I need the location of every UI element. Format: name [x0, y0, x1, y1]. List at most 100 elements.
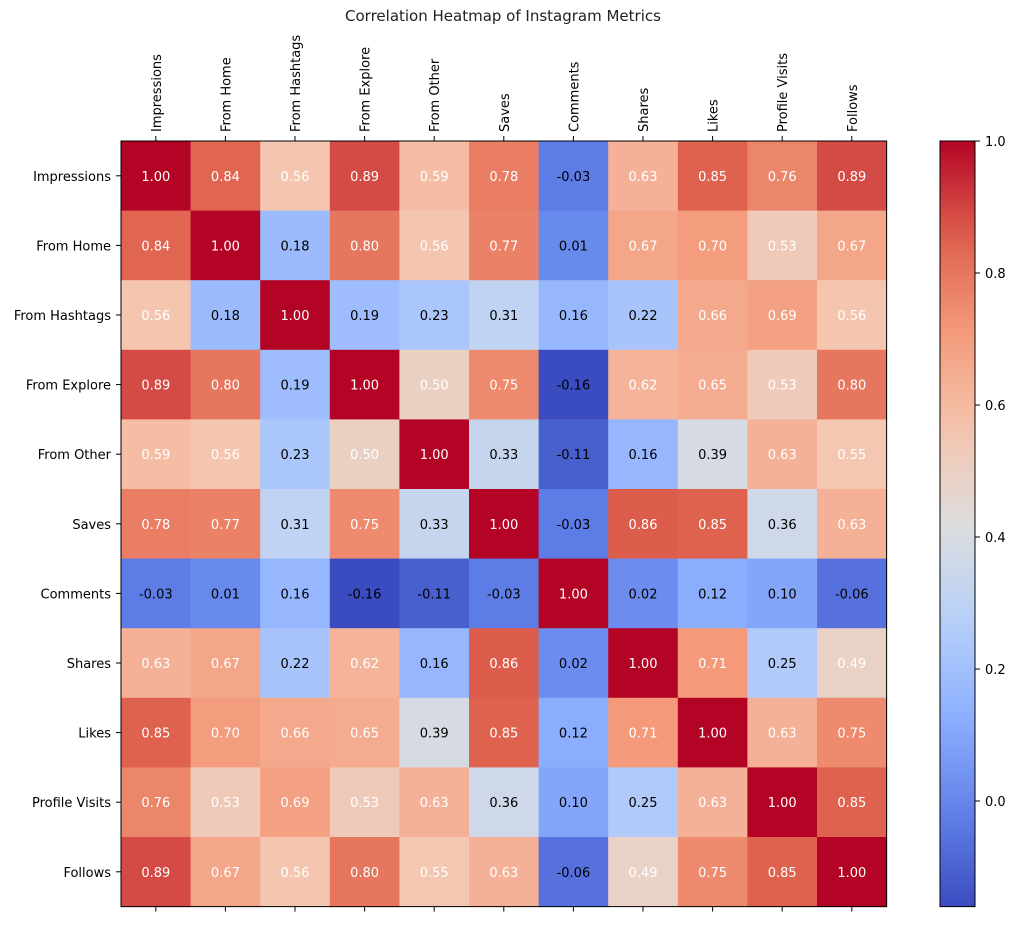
cell-value-label: -0.16: [348, 587, 382, 602]
cell-value-label: 0.01: [559, 239, 588, 254]
heatmap-cell: [817, 419, 888, 490]
heatmap-cell: [677, 280, 748, 351]
heatmap-cell: [608, 489, 679, 560]
heatmap-cell: [747, 767, 818, 838]
column-tick-label: Profile Visits: [776, 53, 791, 132]
cell-value-label: 1.00: [350, 379, 379, 394]
heatmap-cell: [608, 349, 679, 420]
cell-value-label: 0.66: [281, 727, 310, 742]
heatmap-cell: [747, 489, 818, 560]
column-tick-label: Follows: [846, 84, 861, 132]
cell-value-label: 0.85: [698, 518, 727, 533]
cell-value-label: 0.01: [211, 587, 240, 602]
heatmap-cell: [677, 419, 748, 490]
heatmap-cell: [121, 837, 192, 908]
heatmap-cell: [538, 349, 609, 420]
cell-value-label: -0.03: [487, 587, 521, 602]
heatmap-cell: [190, 210, 261, 281]
cell-value-label: 0.85: [837, 796, 866, 811]
cell-value-label: 0.39: [698, 448, 727, 463]
cell-value-label: 0.56: [141, 309, 170, 324]
heatmap-cell: [538, 280, 609, 351]
cell-value-label: 0.85: [768, 866, 797, 881]
heatmap-cells: [121, 141, 888, 908]
cell-value-label: -0.06: [835, 587, 869, 602]
heatmap-cell: [677, 767, 748, 838]
cell-value-label: 0.53: [211, 796, 240, 811]
cell-value-label: 0.12: [698, 587, 727, 602]
heatmap-cell: [747, 697, 818, 768]
cell-value-label: 0.49: [837, 657, 866, 672]
heatmap-cell: [190, 280, 261, 351]
cell-value-label: 0.89: [141, 379, 170, 394]
heatmap-cell: [329, 558, 400, 629]
heatmap-cell: [260, 558, 331, 629]
colorbar-tick-label: 0.4: [985, 531, 1006, 546]
heatmap-cell: [469, 767, 540, 838]
column-tick-label: From Other: [428, 58, 443, 132]
cell-value-label: 0.76: [141, 796, 170, 811]
heatmap-cell: [329, 349, 400, 420]
cell-value-label: 0.75: [837, 727, 866, 742]
heatmap-cell: [399, 141, 470, 212]
cell-value-label: 0.70: [211, 727, 240, 742]
row-tick-label: From Other: [38, 448, 112, 463]
cell-value-label: 0.62: [629, 379, 658, 394]
cell-value-label: 0.36: [768, 518, 797, 533]
cell-value-label: 0.56: [281, 170, 310, 185]
heatmap-cell: [747, 141, 818, 212]
heatmap-cell: [260, 280, 331, 351]
heatmap-cell: [121, 349, 192, 420]
cell-value-label: 0.12: [559, 727, 588, 742]
column-tick-label: Shares: [637, 87, 652, 132]
column-tick-label: Likes: [707, 99, 722, 132]
heatmap-cell: [190, 489, 261, 560]
cell-value-label: 0.77: [489, 239, 518, 254]
cell-value-label: -0.06: [557, 866, 591, 881]
heatmap-cell: [260, 628, 331, 699]
cell-value-label: 0.18: [211, 309, 240, 324]
heatmap-cell: [190, 767, 261, 838]
heatmap-cell: [399, 489, 470, 560]
heatmap-cell: [747, 349, 818, 420]
cell-value-label: -0.11: [417, 587, 451, 602]
heatmap-cell: [121, 697, 192, 768]
heatmap-cell: [260, 697, 331, 768]
cell-value-label: 0.33: [420, 518, 449, 533]
row-tick-label: Follows: [63, 866, 111, 881]
row-tick-label: Impressions: [33, 170, 111, 185]
heatmap-cell: [608, 558, 679, 629]
heatmap-cell: [260, 837, 331, 908]
colorbar-tick-label: 0.6: [985, 399, 1006, 414]
heatmap-cell: [677, 141, 748, 212]
cell-value-label: 0.63: [629, 170, 658, 185]
cell-value-label: 0.86: [629, 518, 658, 533]
cell-value-label: 0.16: [420, 657, 449, 672]
cell-value-label: 0.16: [629, 448, 658, 463]
heatmap-cell: [121, 558, 192, 629]
heatmap-cell: [469, 419, 540, 490]
cell-value-label: 0.67: [211, 866, 240, 881]
heatmap-cell: [608, 419, 679, 490]
colorbar-tick-label: 0.8: [985, 267, 1006, 282]
cell-value-label: 0.56: [420, 239, 449, 254]
heatmap-cell: [677, 349, 748, 420]
cell-value-label: 0.31: [281, 518, 310, 533]
cell-value-label: 0.63: [768, 448, 797, 463]
cell-value-label: 0.80: [350, 239, 379, 254]
heatmap-cell: [747, 558, 818, 629]
row-tick-label: From Explore: [26, 379, 111, 394]
cell-value-label: 0.02: [629, 587, 658, 602]
cell-value-label: -0.16: [557, 379, 591, 394]
cell-value-label: 1.00: [698, 727, 727, 742]
cell-value-label: 0.19: [281, 379, 310, 394]
cell-value-label: 0.56: [281, 866, 310, 881]
cell-value-label: 0.50: [350, 448, 379, 463]
cell-value-label: 0.55: [420, 866, 449, 881]
cell-value-label: 0.53: [768, 239, 797, 254]
heatmap-cell: [399, 697, 470, 768]
heatmap-cell: [538, 210, 609, 281]
column-tick-label: From Explore: [359, 47, 374, 132]
heatmap-cell: [329, 767, 400, 838]
heatmap-cell-labels: 1.00 0.84 0.56 0.89 0.59 0.78 -0.03 0.63 0.85 0.7…: [139, 170, 869, 881]
